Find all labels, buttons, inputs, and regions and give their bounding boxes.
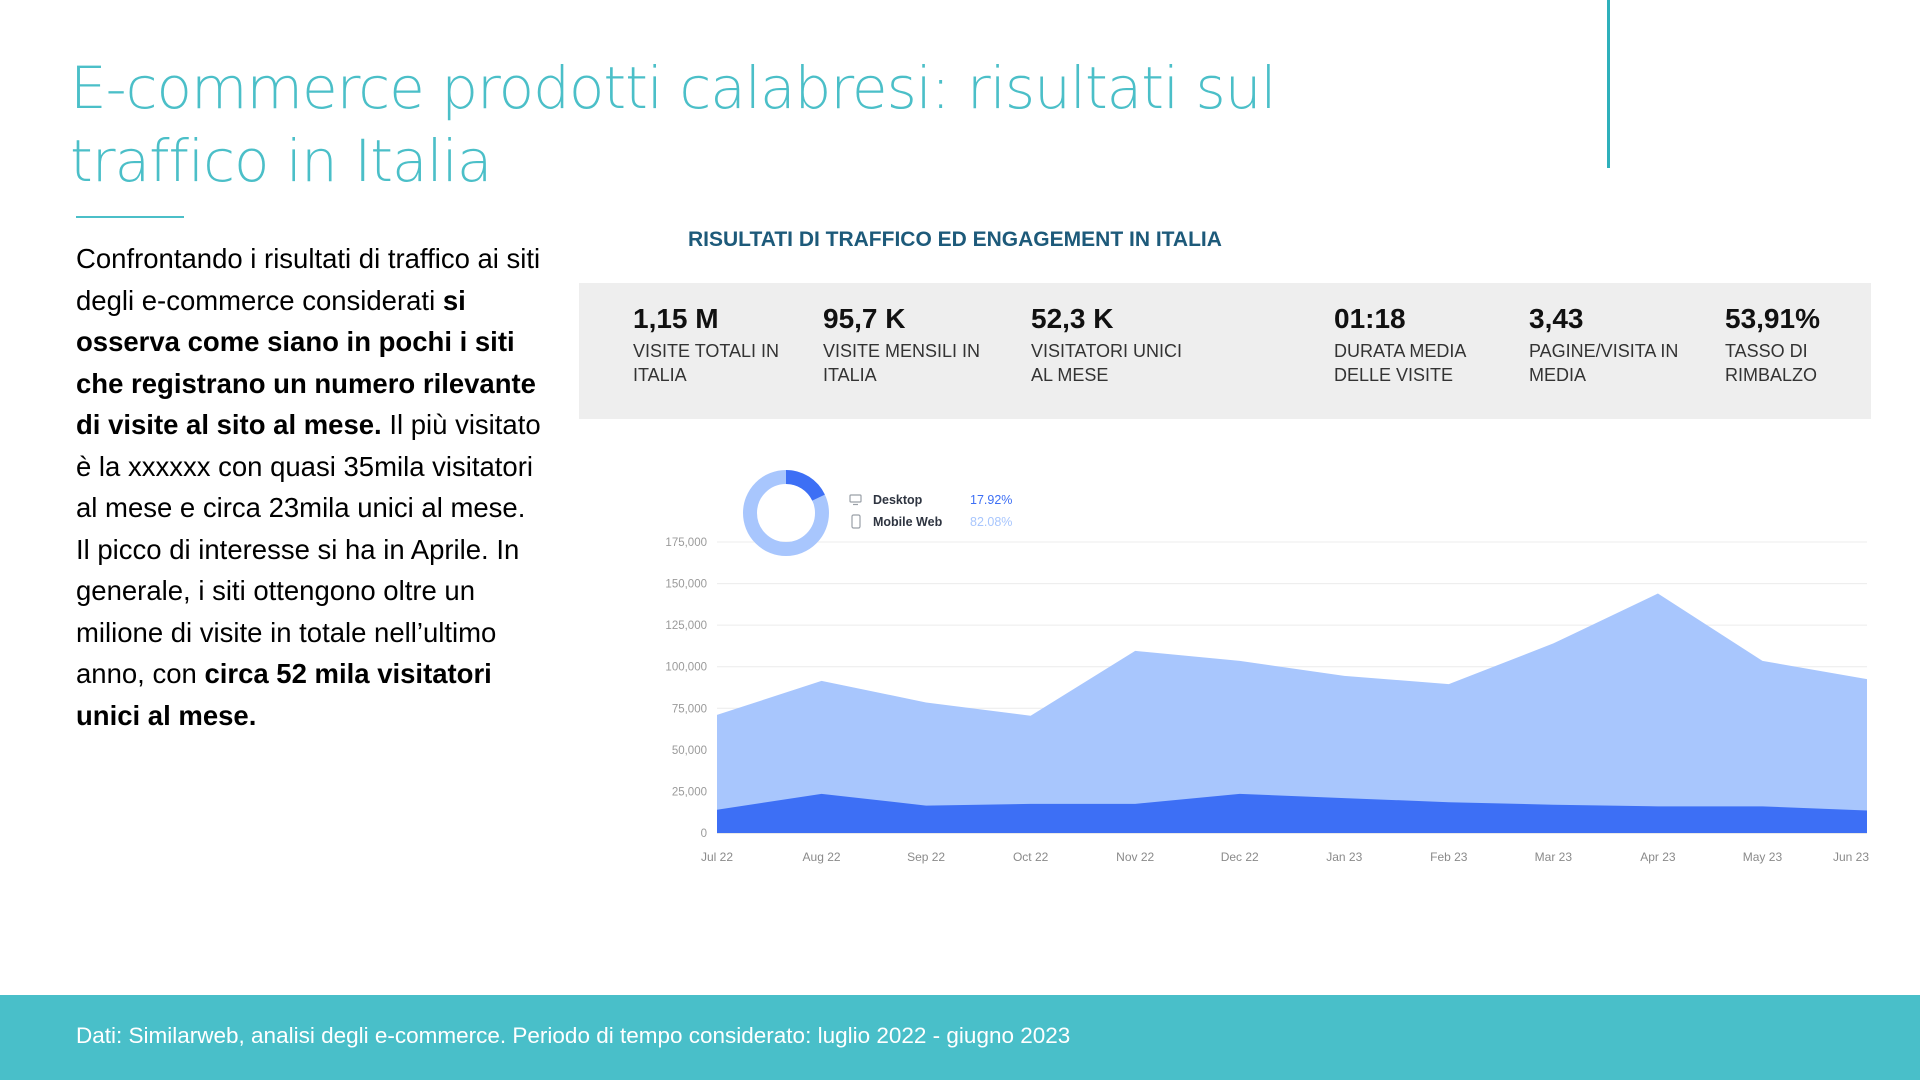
y-tick-label: 50,000 — [672, 745, 707, 757]
kpi-label: VISITATORI UNICI AL MESE — [1031, 341, 1183, 385]
vertical-accent-line — [1607, 0, 1610, 168]
body-paragraph: Confrontando i risultati di traffico ai … — [76, 238, 546, 736]
area-mobile-web — [717, 593, 1867, 833]
mobile-icon — [851, 514, 861, 529]
y-tick-label: 75,000 — [672, 703, 707, 715]
kpi-value: 53,91% — [1725, 303, 1820, 334]
donut-slice-desktop — [743, 470, 829, 556]
kpi-label: DURATA MEDIA DELLE VISITE — [1334, 341, 1466, 385]
x-tick-label: Apr 23 — [1640, 850, 1676, 864]
x-tick-label: Dec 22 — [1221, 850, 1259, 864]
legend-label: Mobile Web — [873, 515, 943, 529]
kpi-label: VISITE TOTALI IN ITALIA — [633, 341, 780, 385]
x-tick-label: Sep 22 — [907, 850, 945, 864]
footer-bar: Dati: Similarweb, analisi degli e-commer… — [0, 995, 1920, 1080]
y-tick-label: 25,000 — [672, 786, 707, 798]
traffic-chart: 0 25,000 50,000 75,000 100,000 125,000 150,000… — [665, 470, 1869, 864]
desktop-icon — [849, 494, 862, 503]
y-axis-ticks: 0 25,000 50,000 75,000 100,000 125,000 150,000… — [665, 537, 707, 840]
body-bold-2: circa 52 mila visitatori unici al mese. — [76, 658, 492, 731]
kpi-label: PAGINE/VISITA IN MEDIA — [1529, 341, 1679, 385]
body-text-1: Confrontando i risultati di traffico ai … — [76, 243, 541, 316]
y-tick-label: 150,000 — [665, 579, 707, 591]
kpi-value: 01:18 — [1334, 303, 1406, 334]
kpi-value: 95,7 K — [823, 303, 906, 334]
x-tick-label: Jun 23 — [1833, 850, 1869, 864]
title-underline — [76, 216, 184, 218]
kpi-label: VISITE MENSILI IN ITALIA — [823, 341, 981, 385]
x-axis-ticks: Jul 22 Aug 22 Sep 22 Oct 22 Nov 22 Dec 22 Jan … — [701, 850, 1869, 864]
body-text-2: Il più visitato è la xxxxxx con quasi 35… — [76, 409, 541, 689]
kpi-value: 52,3 K — [1031, 303, 1114, 334]
y-tick-label: 125,000 — [665, 620, 707, 632]
x-tick-label: Nov 22 — [1116, 850, 1154, 864]
y-tick-label: 0 — [701, 828, 707, 840]
slide-title-line-1: E-commerce prodotti calabresi: risultati… — [70, 54, 1277, 122]
y-tick-label: 100,000 — [665, 662, 707, 674]
area-desktop — [717, 793, 1867, 833]
kpi-value: 1,15 M — [633, 303, 719, 334]
legend-percent: 82.08% — [970, 515, 1012, 529]
slide-title: E-commerce prodotti calabresi: risultati… — [70, 52, 1310, 198]
x-tick-label: Oct 22 — [1013, 850, 1049, 864]
y-tick-label: 175,000 — [665, 537, 707, 549]
area-series — [717, 593, 1867, 833]
legend-percent: 17.92% — [970, 493, 1012, 507]
x-tick-label: Mar 23 — [1535, 850, 1573, 864]
legend-item: Desktop 17.92% — [849, 493, 1012, 507]
x-tick-label: Feb 23 — [1430, 850, 1468, 864]
body-bold-1: si osserva come siano in pochi i siti ch… — [76, 284, 536, 441]
kpi-panel: 1,15 M VISITE TOTALI IN ITALIA 95,7 K VI… — [579, 283, 1871, 419]
device-donut — [743, 470, 829, 556]
x-tick-label: Jul 22 — [701, 850, 733, 864]
kpi-label: TASSO DI RIMBALZO — [1725, 341, 1818, 385]
legend-item: Mobile Web 82.08% — [851, 514, 1012, 529]
x-tick-label: Aug 22 — [803, 850, 841, 864]
legend-label: Desktop — [873, 493, 923, 507]
kpi-value: 3,43 — [1529, 303, 1584, 334]
device-legend: Desktop 17.92% Mobile Web 82.08% — [849, 493, 1012, 529]
footer-source: Dati: Similarweb, analisi degli e-commer… — [76, 1023, 1071, 1048]
slide-title-line-2: traffico in Italia — [70, 127, 492, 195]
x-tick-label: Jan 23 — [1326, 850, 1362, 864]
x-tick-label: May 23 — [1743, 850, 1783, 864]
kpi-section-title: RISULTATI DI TRAFFICO ED ENGAGEMENT IN I… — [688, 228, 1222, 251]
